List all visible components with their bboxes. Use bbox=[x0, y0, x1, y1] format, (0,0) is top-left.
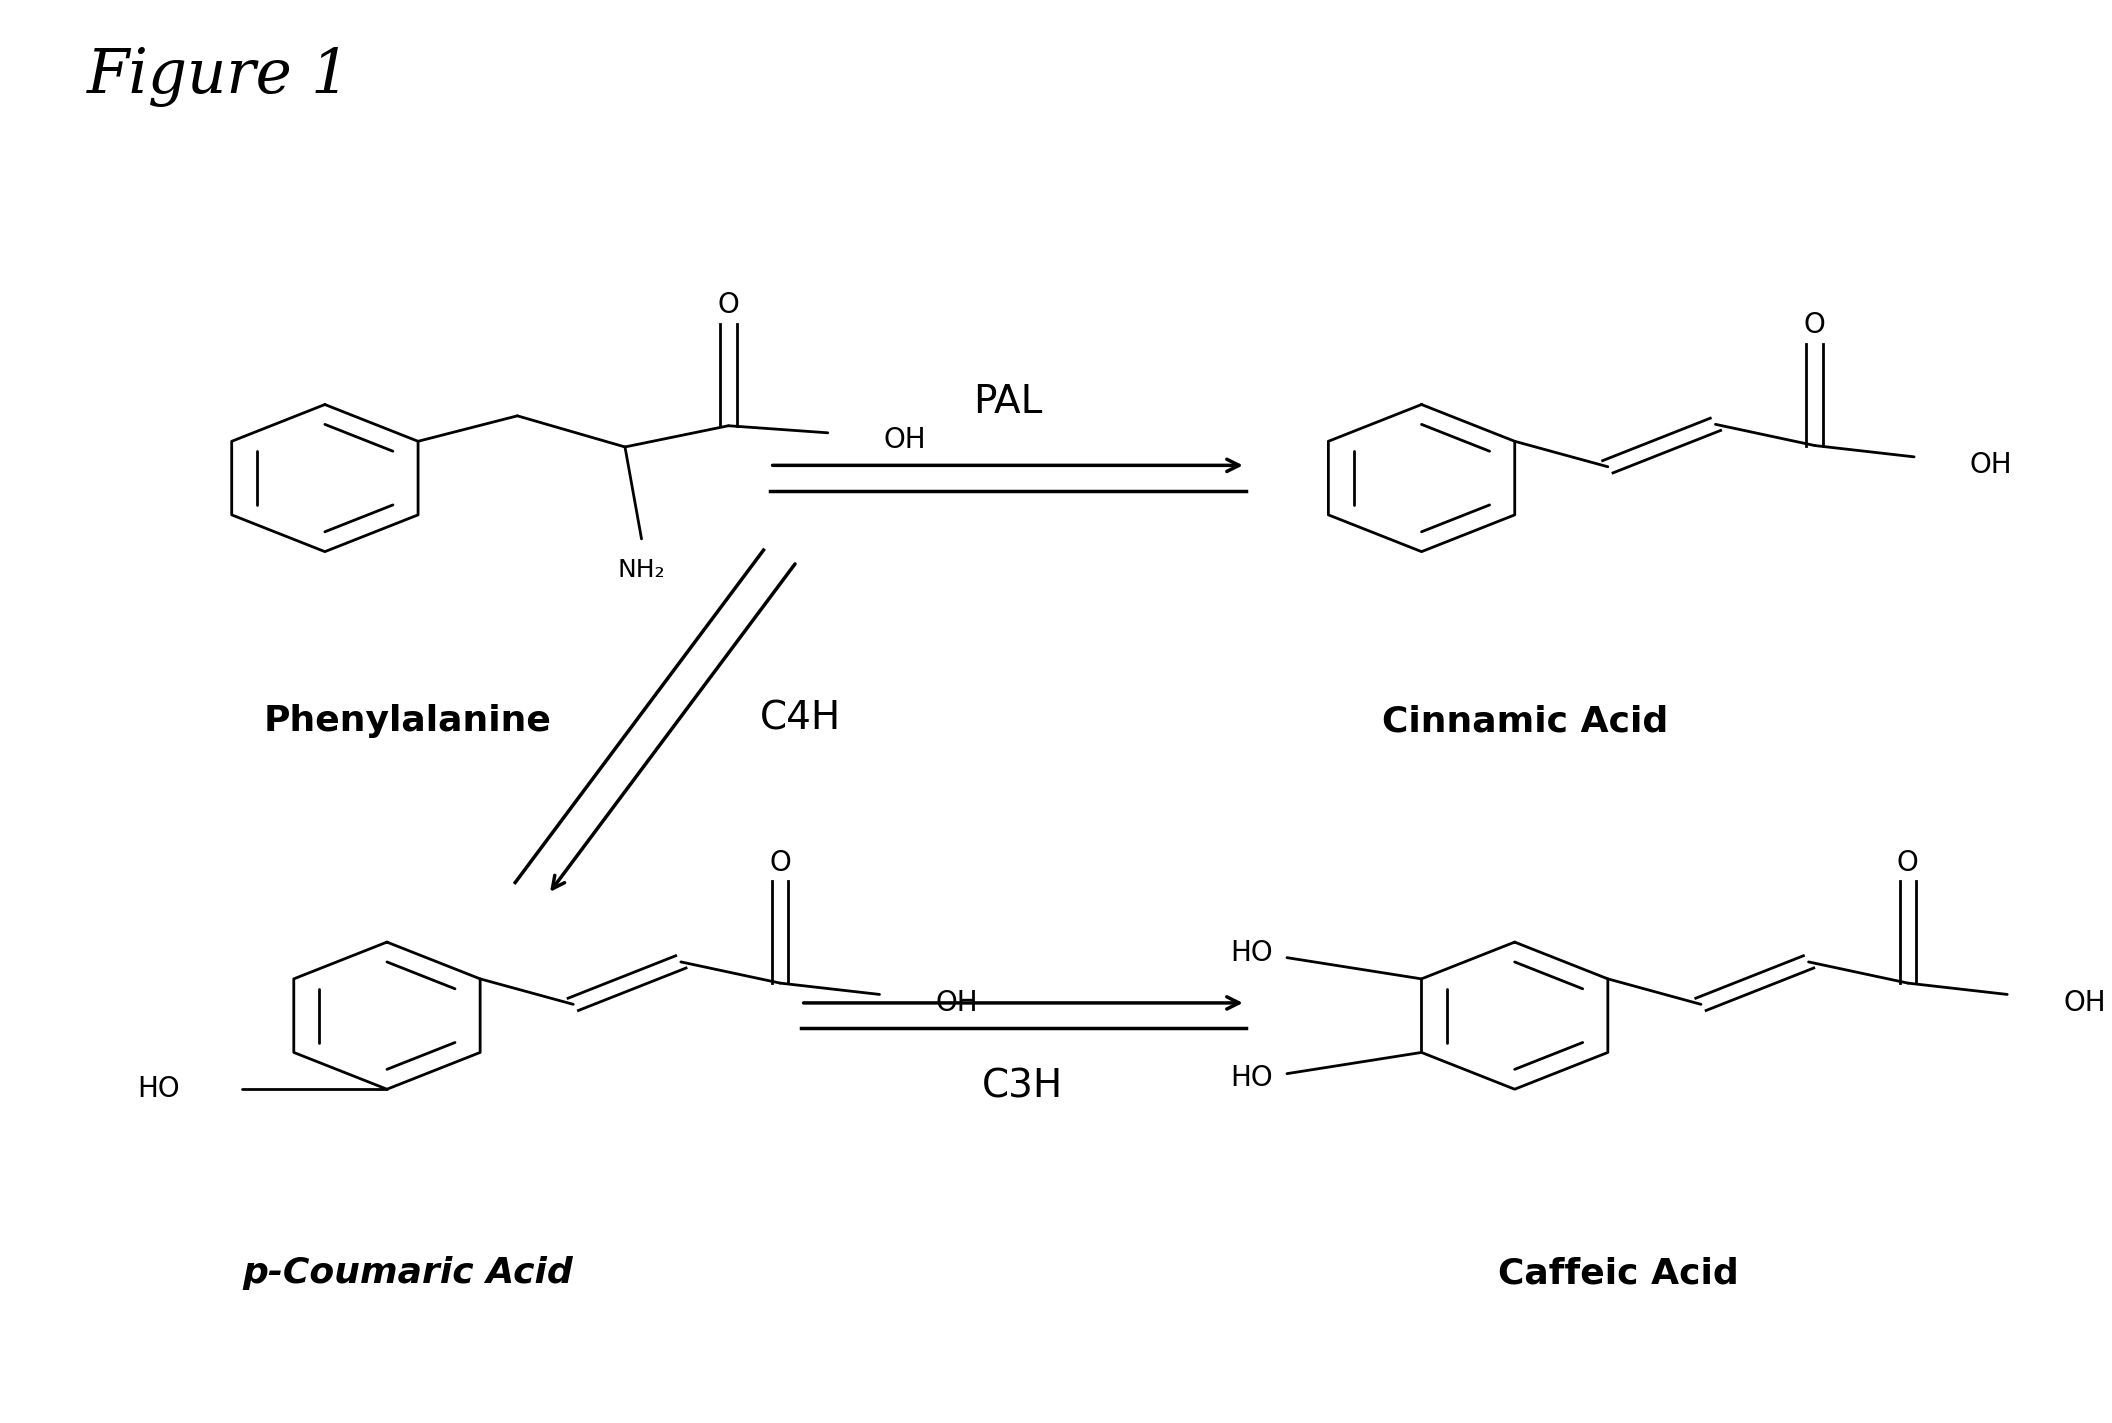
Text: O: O bbox=[718, 292, 739, 320]
Text: OH: OH bbox=[2063, 989, 2106, 1017]
Text: Caffeic Acid: Caffeic Acid bbox=[1497, 1257, 1738, 1291]
Text: OH: OH bbox=[936, 989, 978, 1017]
Text: Phenylalanine: Phenylalanine bbox=[264, 704, 551, 739]
Text: O: O bbox=[769, 850, 792, 877]
Text: Cinnamic Acid: Cinnamic Acid bbox=[1381, 704, 1668, 739]
Text: HO: HO bbox=[137, 1076, 180, 1103]
Text: NH₂: NH₂ bbox=[617, 558, 665, 582]
Text: OH: OH bbox=[883, 425, 927, 454]
Text: O: O bbox=[1804, 312, 1825, 339]
Text: OH: OH bbox=[1970, 451, 2013, 480]
Text: PAL: PAL bbox=[974, 383, 1043, 421]
Text: O: O bbox=[1897, 850, 1918, 877]
Text: p-Coumaric Acid: p-Coumaric Acid bbox=[243, 1257, 572, 1291]
Text: HO: HO bbox=[1229, 1064, 1274, 1091]
Text: C4H: C4H bbox=[760, 700, 841, 737]
Text: C3H: C3H bbox=[982, 1069, 1062, 1106]
Text: HO: HO bbox=[1229, 939, 1274, 968]
Text: Figure 1: Figure 1 bbox=[87, 47, 351, 107]
